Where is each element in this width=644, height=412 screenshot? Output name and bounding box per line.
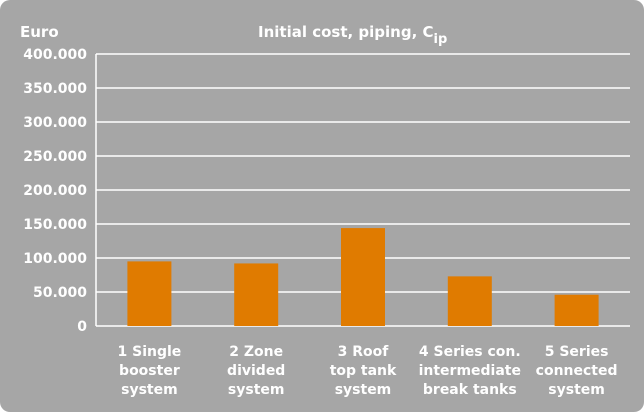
x-tick-label: 5 Series — [545, 344, 609, 360]
y-tick-label: 300.000 — [23, 115, 87, 131]
x-tick-label: top tank — [330, 363, 397, 379]
x-tick-label: system — [121, 382, 178, 398]
x-tick-label: 3 Roof — [338, 344, 390, 360]
y-tick-label: 0 — [77, 319, 87, 335]
bar — [234, 263, 279, 326]
bar — [447, 276, 492, 326]
x-tick-label: divided — [227, 363, 285, 379]
bar — [127, 261, 172, 326]
x-tick-label: connected — [536, 363, 618, 379]
x-tick-label: break tanks — [423, 382, 517, 398]
x-tick-labels: 1 Single booster system 2 Zone divided system… — [118, 344, 618, 398]
x-tick-label: booster — [119, 363, 180, 379]
x-tick-label: 1 Single — [118, 344, 182, 360]
bar — [341, 228, 385, 326]
y-tick-label: 50.000 — [33, 285, 87, 301]
y-tick-label: 200.000 — [23, 183, 87, 199]
y-tick-label: 400.000 — [23, 47, 87, 63]
y-tick-label: 150.000 — [23, 217, 87, 233]
x-tick-label: system — [335, 382, 392, 398]
y-tick-labels: 0 50.000 100.000 150.000 200.000 250.000 300.0… — [23, 47, 87, 335]
y-axis-label: Euro — [20, 23, 59, 41]
y-tick-label: 100.000 — [23, 251, 87, 267]
bar — [554, 294, 599, 326]
y-tick-label: 250.000 — [23, 149, 87, 165]
grid-lines — [95, 53, 630, 327]
x-tick-label: system — [548, 382, 605, 398]
chart-title: Initial cost, piping, Cip — [258, 23, 447, 47]
x-tick-label: system — [228, 382, 285, 398]
chart-title-main: Initial cost, piping, C — [258, 23, 434, 41]
x-tick-label: 4 Series con. — [419, 344, 521, 360]
x-tick-label: intermediate — [419, 363, 521, 379]
x-tick-label: 2 Zone — [229, 344, 283, 360]
y-tick-label: 350.000 — [23, 81, 87, 97]
bars — [127, 228, 599, 326]
chart-title-subscript: ip — [434, 32, 448, 47]
